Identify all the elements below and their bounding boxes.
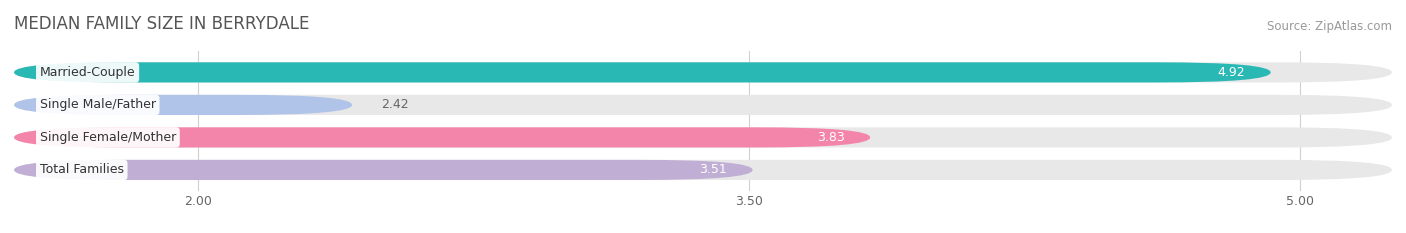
FancyBboxPatch shape	[14, 127, 870, 147]
FancyBboxPatch shape	[14, 160, 1392, 180]
FancyBboxPatch shape	[14, 127, 1392, 147]
Text: Single Male/Father: Single Male/Father	[39, 98, 156, 111]
Text: Single Female/Mother: Single Female/Mother	[39, 131, 176, 144]
FancyBboxPatch shape	[14, 62, 1271, 82]
Text: Married-Couple: Married-Couple	[39, 66, 135, 79]
Text: 2.42: 2.42	[381, 98, 409, 111]
Text: Source: ZipAtlas.com: Source: ZipAtlas.com	[1267, 20, 1392, 33]
Text: MEDIAN FAMILY SIZE IN BERRYDALE: MEDIAN FAMILY SIZE IN BERRYDALE	[14, 15, 309, 33]
FancyBboxPatch shape	[14, 160, 752, 180]
FancyBboxPatch shape	[14, 95, 352, 115]
Text: Total Families: Total Families	[39, 163, 124, 176]
FancyBboxPatch shape	[14, 95, 1392, 115]
Text: 3.83: 3.83	[817, 131, 845, 144]
Text: 3.51: 3.51	[699, 163, 727, 176]
FancyBboxPatch shape	[14, 62, 1392, 82]
Text: 4.92: 4.92	[1218, 66, 1244, 79]
